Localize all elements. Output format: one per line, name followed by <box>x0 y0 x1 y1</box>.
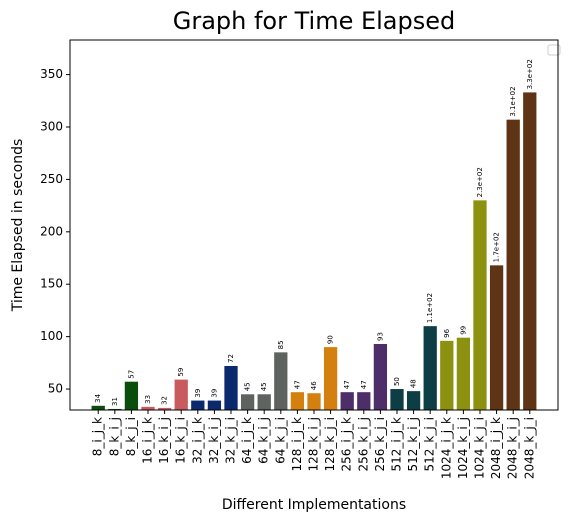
value-label: 1.1e+02 <box>426 293 434 323</box>
y-tick-label: 200 <box>40 224 63 238</box>
x-tick-label: 2048_i_j_k <box>489 417 503 479</box>
x-tick-label: 256_k_i_j <box>356 417 370 472</box>
value-label: 57 <box>127 370 135 379</box>
x-tick-label: 1024_i_j_k <box>439 417 453 479</box>
x-tick-label: 512_i_j_k <box>389 417 403 472</box>
x-tick-label: 2048_k_j_i <box>522 417 536 479</box>
bar <box>124 381 139 410</box>
value-label: 90 <box>327 335 335 344</box>
bar <box>357 392 371 410</box>
x-axis-label: Different Implementations <box>222 497 406 513</box>
bar <box>373 343 388 410</box>
x-tick-label: 64_i_j_k <box>240 417 254 464</box>
value-label: 72 <box>227 354 235 363</box>
bar <box>224 365 238 410</box>
value-label: 34 <box>94 393 102 402</box>
value-label: 3.3e+02 <box>526 59 534 89</box>
plot-frame <box>69 39 559 411</box>
value-label: 31 <box>111 397 119 406</box>
value-label: 47 <box>343 380 351 389</box>
bar <box>240 394 255 410</box>
value-label: 50 <box>393 377 401 386</box>
value-label: 46 <box>310 381 318 390</box>
x-tick-label: 16_i_j_k <box>141 417 155 464</box>
bar <box>191 400 205 410</box>
value-label: 39 <box>210 389 218 398</box>
value-label: 39 <box>194 389 202 398</box>
legend <box>547 44 561 56</box>
bar <box>406 391 421 410</box>
value-label: 2.3e+02 <box>476 167 484 197</box>
y-tick-label: 100 <box>40 329 63 343</box>
value-label: 33 <box>144 395 152 404</box>
value-label: 99 <box>459 326 467 335</box>
value-label: 59 <box>177 368 185 377</box>
x-tick-label: 8_k_j_i <box>124 417 138 456</box>
x-tick-label: 128_k_j_i <box>323 417 337 472</box>
x-tick-label: 256_k_j_i <box>373 417 387 472</box>
bar <box>423 326 437 410</box>
value-label: 32 <box>161 396 169 405</box>
bar <box>523 92 537 410</box>
x-tick-label: 32_i_j_k <box>190 417 204 464</box>
bar <box>307 393 321 410</box>
x-tick-label: 16_k_i_j <box>157 417 171 464</box>
y-tick-label: 150 <box>40 277 63 291</box>
chart-title: Graph for Time Elapsed <box>173 7 456 35</box>
x-tick-label: 128_k_i_j <box>307 417 321 472</box>
value-label: 93 <box>376 332 384 341</box>
x-tick-label: 1024_k_j_i <box>472 417 486 479</box>
x-tick-label: 8_k_i_j <box>107 417 121 456</box>
bar <box>390 389 404 410</box>
x-tick-label: 16_k_j_i <box>174 417 188 464</box>
bar <box>257 394 271 410</box>
y-tick-label: 300 <box>40 119 63 133</box>
bar <box>141 406 155 410</box>
bar <box>108 408 122 410</box>
value-label: 45 <box>260 382 268 391</box>
y-tick-label: 350 <box>40 67 63 81</box>
x-tick-label: 32_k_i_j <box>207 417 221 464</box>
y-tick-label: 50 <box>48 382 63 396</box>
bar <box>473 200 487 410</box>
x-tick-label: 512_k_j_i <box>423 417 437 472</box>
bar <box>340 392 354 410</box>
x-tick-label: 32_k_j_i <box>224 417 238 464</box>
value-label: 1.7e+02 <box>493 232 501 262</box>
value-label: 3.1e+02 <box>509 86 517 116</box>
bar <box>274 352 288 410</box>
value-label: 47 <box>293 380 301 389</box>
x-tick-label: 1024_k_i_j <box>456 417 470 479</box>
x-tick-label: 2048_k_i_j <box>506 417 520 479</box>
bar <box>440 340 454 410</box>
x-tick-label: 64_k_i_j <box>257 417 271 464</box>
value-label: 48 <box>410 379 418 388</box>
value-label: 45 <box>244 382 252 391</box>
y-tick-label: 250 <box>40 172 63 186</box>
x-tick-label: 64_k_j_i <box>273 417 287 464</box>
value-label: 85 <box>277 340 285 349</box>
bar <box>157 407 172 410</box>
value-label: 96 <box>443 328 451 337</box>
x-tick-label: 512_k_i_j <box>406 417 420 472</box>
bar <box>489 265 504 410</box>
bar <box>456 337 471 410</box>
bar <box>174 379 188 410</box>
bar <box>506 119 520 410</box>
bar <box>290 392 305 410</box>
y-axis-label: Time Elapsed in seconds <box>10 139 26 313</box>
x-tick-label: 128_i_j_k <box>290 417 304 472</box>
value-label: 47 <box>360 380 368 389</box>
x-tick-label: 8_i_j_k <box>91 417 105 456</box>
x-tick-label: 256_i_j_k <box>340 417 354 472</box>
bar <box>323 347 338 410</box>
bar <box>207 400 222 410</box>
bar <box>91 405 105 410</box>
